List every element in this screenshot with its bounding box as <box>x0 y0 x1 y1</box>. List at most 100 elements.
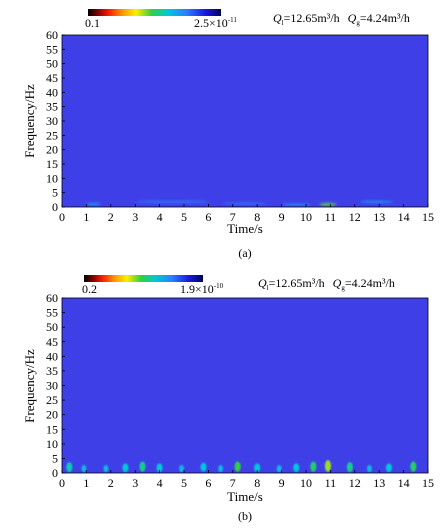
spectral-feature-b-17 <box>385 463 393 473</box>
colorbar-a-max-label: 2.5×10-11 <box>194 16 237 30</box>
y-tick-label-a: 5 <box>52 186 58 200</box>
spectral-feature-b-7 <box>200 462 207 472</box>
y-tick-label-b: 0 <box>52 466 58 480</box>
x-tick-label-a: 2 <box>108 210 114 224</box>
plot-background-b <box>62 298 428 473</box>
spectral-feature-b-2 <box>103 464 109 473</box>
spectral-feature-b-15 <box>346 462 353 473</box>
x-tick-label-a: 13 <box>373 210 385 224</box>
spectral-feature-b-1 <box>81 464 87 473</box>
x-tick-label-b: 3 <box>132 476 138 490</box>
spectral-feature-b-14 <box>324 460 332 472</box>
spectral-feature-a-3 <box>281 203 311 206</box>
x-tick-label-b: 11 <box>325 476 337 490</box>
colorbar-b-max-label: 1.9×10-10 <box>180 282 224 296</box>
x-tick-label-a: 0 <box>59 210 65 224</box>
y-tick-label-a: 35 <box>46 100 58 114</box>
spectral-feature-b-4 <box>139 461 146 472</box>
y-tick-label-b: 45 <box>46 335 58 349</box>
plot-background-a <box>62 35 428 207</box>
x-tick-label-a: 12 <box>349 210 361 224</box>
spectral-feature-b-18 <box>410 461 417 472</box>
spectral-feature-a-5 <box>359 200 394 203</box>
x-tick-label-b: 8 <box>254 476 260 490</box>
colorbar-b-min-label: 0.2 <box>82 282 97 296</box>
x-tick-label-a: 11 <box>325 210 337 224</box>
x-tick-label-b: 10 <box>300 476 312 490</box>
panel-b: 0.2 1.9×10-10 Ql=12.65m³/h Qg=4.24m³/h 0 1… <box>22 275 434 523</box>
panel-a: 0.1 2.5×10-11 Ql=12.65m³/h Qg=4.24m³/h 0 1… <box>22 9 434 260</box>
y-tick-label-b: 15 <box>46 422 58 436</box>
x-tick-label-a: 7 <box>230 210 236 224</box>
y-tick-label-a: 30 <box>46 114 58 128</box>
panel-label-a: (a) <box>238 246 251 260</box>
y-tick-label-a: 10 <box>46 171 58 185</box>
y-tick-label-b: 35 <box>46 364 58 378</box>
y-tick-label-b: 10 <box>46 437 58 451</box>
x-tick-label-b: 5 <box>181 476 187 490</box>
x-axis-ticks-a: 0 1 2 3 4 5 6 7 8 9 10 11 12 13 14 15 <box>59 204 434 224</box>
x-tick-label-b: 15 <box>422 476 434 490</box>
y-axis-label-b: Frequency/Hz <box>22 349 37 423</box>
colorbar-a <box>88 9 221 16</box>
spectral-feature-b-13 <box>310 461 317 472</box>
x-tick-label-b: 14 <box>398 476 410 490</box>
y-tick-label-b: 40 <box>46 349 58 363</box>
panel-label-b: (b) <box>238 509 252 523</box>
x-tick-label-b: 7 <box>230 476 236 490</box>
x-tick-label-a: 15 <box>422 210 434 224</box>
spectral-feature-a-0 <box>86 202 102 206</box>
x-axis-label-b: Time/s <box>227 489 263 504</box>
y-tick-label-a: 50 <box>46 57 58 71</box>
y-tick-label-a: 25 <box>46 128 58 142</box>
spectral-feature-a-1 <box>135 200 209 203</box>
y-tick-label-a: 40 <box>46 85 58 99</box>
x-tick-label-b: 6 <box>205 476 211 490</box>
x-tick-label-b: 0 <box>59 476 65 490</box>
y-tick-label-b: 30 <box>46 379 58 393</box>
x-tick-label-a: 14 <box>398 210 410 224</box>
y-tick-label-a: 15 <box>46 157 58 171</box>
spectral-feature-b-16 <box>367 464 372 473</box>
x-tick-label-a: 9 <box>279 210 285 224</box>
y-tick-label-a: 45 <box>46 71 58 85</box>
y-tick-label-b: 60 <box>46 291 58 305</box>
spectral-feature-a-4 <box>319 203 337 206</box>
y-tick-label-a: 55 <box>46 42 58 56</box>
x-tick-label-a: 10 <box>300 210 312 224</box>
x-axis-ticks-b: 0 1 2 3 4 5 6 7 8 9 10 11 12 13 14 15 <box>59 470 434 490</box>
y-tick-label-b: 55 <box>46 306 58 320</box>
x-tick-label-b: 2 <box>108 476 114 490</box>
x-tick-label-b: 4 <box>157 476 163 490</box>
y-tick-label-b: 50 <box>46 320 58 334</box>
y-tick-label-a: 60 <box>46 28 58 42</box>
spectral-feature-b-6 <box>179 464 184 473</box>
y-tick-label-a: 20 <box>46 143 58 157</box>
flow-annotation-b: Ql=12.65m³/h Qg=4.24m³/h <box>258 276 395 292</box>
spectral-features-a <box>86 200 394 206</box>
spectral-features-b <box>66 460 417 473</box>
spectral-feature-b-8 <box>218 464 224 473</box>
x-tick-label-a: 3 <box>132 210 138 224</box>
spectral-feature-b-5 <box>156 463 163 473</box>
y-tick-label-a: 0 <box>52 200 58 214</box>
x-tick-label-b: 9 <box>279 476 285 490</box>
spectral-feature-a-2 <box>223 202 267 205</box>
spectral-feature-b-0 <box>66 462 73 473</box>
x-axis-label-a: Time/s <box>227 221 263 236</box>
x-tick-label-b: 13 <box>373 476 385 490</box>
spectral-feature-b-3 <box>122 463 129 473</box>
spectral-feature-b-12 <box>293 463 300 473</box>
spectral-feature-b-11 <box>276 464 282 473</box>
colorbar-a-min-label: 0.1 <box>85 16 100 30</box>
y-tick-label-b: 20 <box>46 408 58 422</box>
flow-annotation-a: Ql=12.65m³/h Qg=4.24m³/h <box>273 11 410 27</box>
x-tick-label-a: 8 <box>254 210 260 224</box>
x-tick-label-a: 1 <box>83 210 89 224</box>
spectral-feature-b-10 <box>254 463 261 473</box>
x-tick-label-a: 6 <box>205 210 211 224</box>
x-tick-label-a: 4 <box>157 210 163 224</box>
